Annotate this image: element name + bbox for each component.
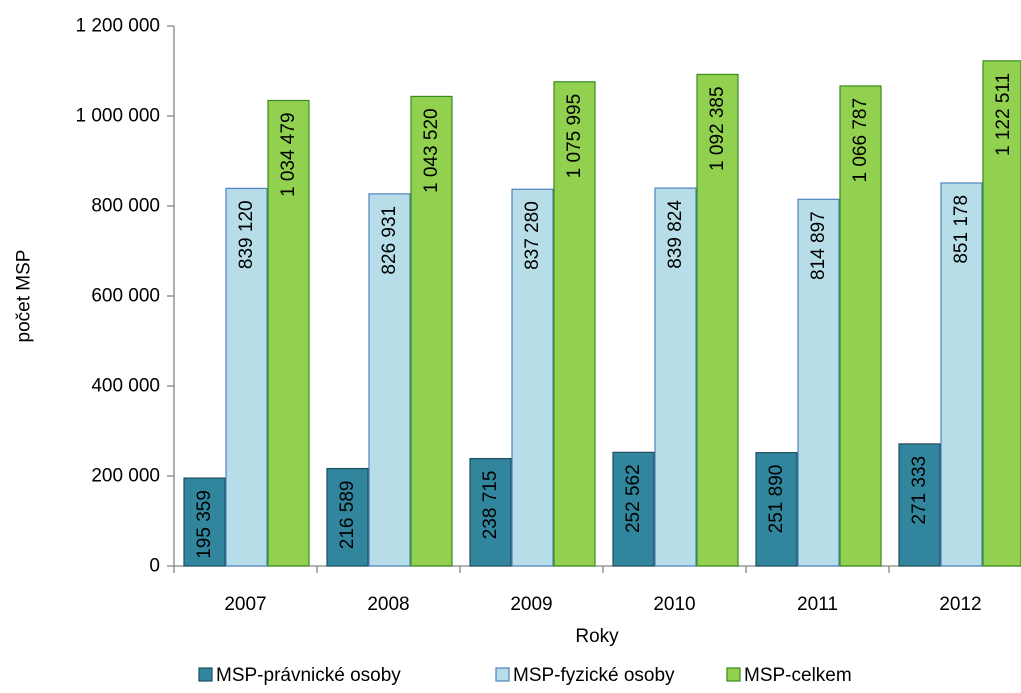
y-tick-label: 600 000 [91,286,160,307]
y-tick-label: 200 000 [91,466,160,487]
bar-data-label: 814 897 [808,211,829,280]
x-axis: 2007 2008 2009 2010 2011 2012 [173,565,1021,615]
x-tick-label: 2009 [510,594,552,615]
legend-swatch [198,667,213,682]
bar-data-label: 1 122 511 [993,73,1014,156]
y-tick-label: 1 200 000 [75,16,160,37]
bar-data-label: 851 178 [951,195,972,264]
x-tick-label: 2010 [653,594,695,615]
y-axis-title: počet MSP [14,250,35,343]
y-tick-label: 400 000 [91,376,160,397]
bar-series-group [183,60,1021,567]
bar [898,443,941,567]
bar-data-label: 271 333 [909,456,930,525]
bar [183,477,226,567]
bar-data-label: 216 589 [337,481,358,550]
y-tick-label: 800 000 [91,196,160,217]
bar-data-label: 837 280 [522,201,543,270]
bar [225,187,268,567]
x-axis-title: Roky [575,626,619,647]
bar-data-label: 1 075 995 [564,94,585,179]
bar-data-label: 195 359 [194,490,215,559]
bar [982,60,1021,567]
y-tick-label: 0 [149,556,160,577]
bar-data-label: 839 824 [665,200,686,269]
y-tick-label: 1 000 000 [75,106,160,127]
bar [326,467,369,567]
bar-data-label: 839 120 [236,200,257,269]
bar [654,187,697,567]
bar-data-label: 1 092 385 [707,86,728,171]
bar-data-label: 238 715 [480,471,501,540]
bar [797,198,840,567]
bar-data-label: 1 043 520 [421,108,442,193]
bar [839,85,882,567]
legend-label: MSP-fyzické osoby [513,665,675,686]
x-tick-label: 2012 [939,594,981,615]
bar [612,451,655,567]
legend: MSP-právnické osoby MSP-fyzické osoby MSP-… [198,665,852,686]
bar [267,99,310,567]
bar [755,452,798,567]
bar-data-label: 826 931 [379,206,400,275]
bar [553,81,596,567]
bar-data-label: 252 562 [623,464,644,533]
bar-data-label: 1 034 479 [278,112,299,197]
bar [696,73,739,567]
bar [368,193,411,567]
legend-swatch [726,667,741,682]
legend-label: MSP-právnické osoby [216,665,401,686]
legend-label: MSP-celkem [744,665,852,686]
bar-data-label: 251 890 [766,465,787,534]
y-axis: 0 200 000 400 000 600 000 800 000 1 000 000 1 … [75,16,175,577]
bar-data-label: 1 066 787 [850,98,871,183]
bar [940,182,983,567]
x-tick-label: 2008 [367,594,409,615]
bar [410,95,453,567]
x-tick-label: 2007 [224,594,266,615]
bar-data-labels: 195 359 216 589 238 715 252 562 251 890 271 3… [194,73,1014,559]
bar [469,457,512,567]
bar [511,188,554,567]
legend-swatch [495,667,510,682]
x-tick-label: 2011 [797,594,838,615]
